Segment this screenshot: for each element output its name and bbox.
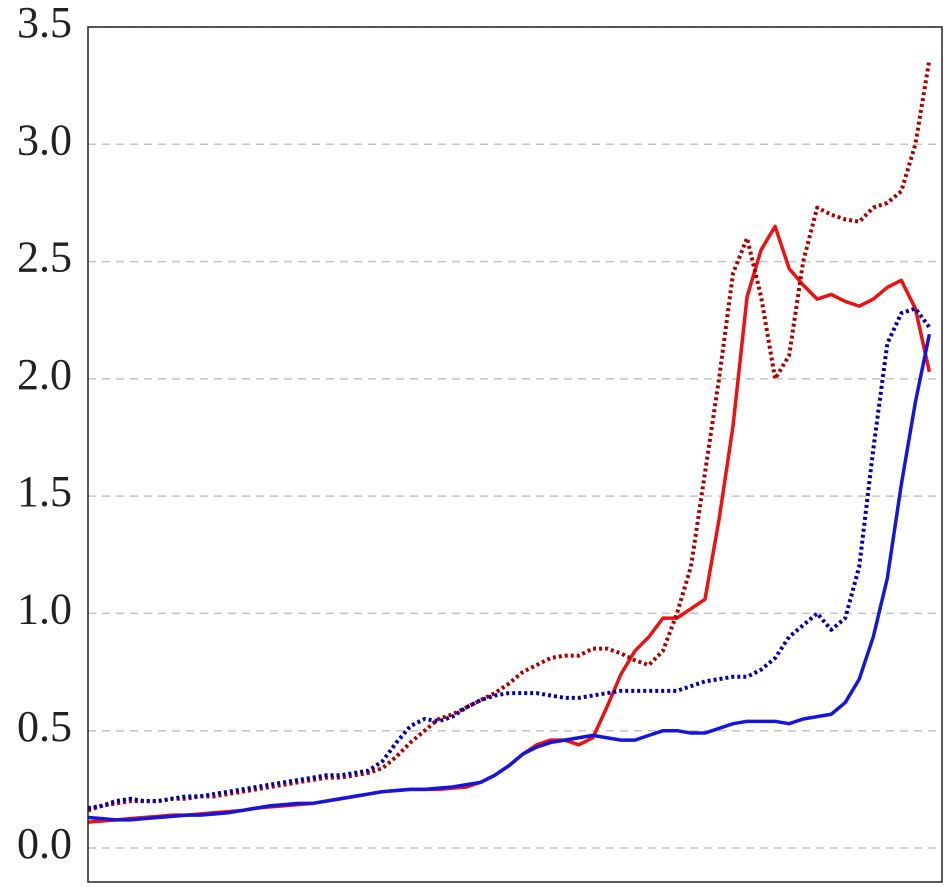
y-tick-label: 2.0 [17,350,72,399]
y-tick-label: 2.5 [17,233,72,282]
series-line [87,59,932,813]
grid [88,26,942,849]
series-line [87,224,932,824]
y-tick-label: 1.0 [17,585,72,634]
y-axis: 0.0 0.5 1.0 1.5 2.0 2.5 3.0 3.5 [17,0,72,868]
y-tick-label: 0.0 [17,819,72,868]
plot-frame [87,26,943,883]
y-tick-label: 3.5 [17,0,72,47]
y-tick-label: 1.5 [17,467,72,516]
y-tick-label: 3.0 [17,115,72,164]
lines [87,59,932,824]
series-line [87,333,932,822]
series-line [87,306,931,811]
y-tick-label: 0.5 [17,702,72,751]
